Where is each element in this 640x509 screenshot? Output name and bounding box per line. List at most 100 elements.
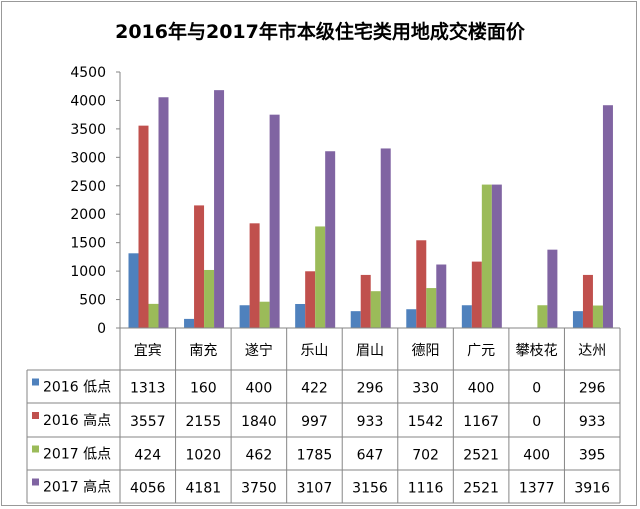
table-cell: 0 bbox=[532, 381, 541, 397]
bar-1-乐山 bbox=[295, 303, 306, 328]
bar-3-眉山 bbox=[370, 291, 381, 328]
bar-3-达州 bbox=[592, 305, 603, 328]
bar-3-宜宾 bbox=[148, 303, 159, 328]
table-cell: 330 bbox=[412, 381, 439, 397]
category-label: 攀枝花 bbox=[516, 343, 558, 359]
bar-4-达州 bbox=[602, 105, 613, 328]
y-tick-label: 2500 bbox=[70, 179, 106, 195]
bar-3-广元 bbox=[481, 184, 492, 328]
bar-1-达州 bbox=[572, 311, 583, 328]
bar-4-眉山 bbox=[380, 148, 391, 328]
table-cell: 462 bbox=[246, 448, 273, 464]
table-cell: 3750 bbox=[241, 481, 277, 497]
bar-2-广元 bbox=[471, 261, 482, 328]
bar-4-乐山 bbox=[325, 151, 336, 328]
category-label: 德阳 bbox=[412, 343, 440, 359]
y-tick-label: 3500 bbox=[70, 122, 106, 138]
table-cell: 2521 bbox=[463, 481, 499, 497]
table-cell: 3156 bbox=[352, 481, 388, 497]
y-tick-label: 500 bbox=[79, 293, 106, 309]
chart-title: 2016年与2017年市本级住宅类用地成交楼面价 bbox=[115, 21, 525, 43]
bar-2-达州 bbox=[582, 274, 593, 328]
table-cell: 296 bbox=[579, 381, 606, 397]
table-cell: 3107 bbox=[297, 481, 333, 497]
bar-4-遂宁 bbox=[269, 114, 280, 329]
category-label: 乐山 bbox=[300, 343, 328, 359]
table-cell: 2521 bbox=[463, 448, 499, 464]
table-cell: 647 bbox=[357, 448, 384, 464]
bar-1-遂宁 bbox=[239, 305, 250, 328]
bar-2-宜宾 bbox=[138, 125, 149, 328]
bar-3-攀枝花 bbox=[537, 305, 548, 328]
legend-label: 2016 低点 bbox=[43, 380, 111, 396]
bar-1-广元 bbox=[461, 305, 472, 328]
y-tick-label: 3000 bbox=[70, 150, 106, 166]
table-cell: 933 bbox=[579, 414, 606, 430]
legend-label: 2016 高点 bbox=[43, 412, 111, 429]
table-cell: 933 bbox=[357, 414, 384, 430]
category-label: 达州 bbox=[578, 343, 606, 359]
table-cell: 1840 bbox=[241, 414, 277, 430]
category-label: 南充 bbox=[189, 343, 217, 359]
y-tick-label: 1500 bbox=[70, 236, 106, 252]
y-tick-label: 4500 bbox=[70, 65, 106, 81]
category-label: 广元 bbox=[467, 343, 495, 359]
y-tick-label: 0 bbox=[97, 321, 106, 337]
legend-label: 2017 低点 bbox=[43, 447, 111, 463]
table-cell: 3557 bbox=[130, 414, 166, 430]
bar-4-广元 bbox=[491, 184, 502, 328]
legend-key-4 bbox=[32, 478, 39, 486]
table-cell: 4056 bbox=[130, 481, 166, 497]
table-cell: 1785 bbox=[297, 448, 333, 464]
bar-3-德阳 bbox=[426, 288, 437, 328]
table-cell: 400 bbox=[246, 381, 273, 397]
bar-2-南充 bbox=[194, 205, 205, 328]
table-cell: 296 bbox=[357, 381, 384, 397]
table-cell: 400 bbox=[468, 381, 495, 397]
bar-1-宜宾 bbox=[128, 253, 139, 328]
table-cell: 160 bbox=[190, 381, 217, 397]
bar-4-攀枝花 bbox=[547, 249, 558, 328]
bar-4-宜宾 bbox=[158, 97, 169, 328]
table-cell: 4181 bbox=[186, 481, 222, 497]
table-cell: 1020 bbox=[186, 448, 222, 464]
bar-1-德阳 bbox=[406, 309, 417, 328]
legend-key-1 bbox=[32, 378, 39, 386]
table-cell: 422 bbox=[301, 381, 328, 397]
table-cell: 1542 bbox=[408, 414, 444, 430]
table-cell: 1167 bbox=[463, 414, 499, 430]
table-cell: 702 bbox=[412, 448, 439, 464]
y-tick-label: 2000 bbox=[70, 207, 106, 223]
table-cell: 997 bbox=[301, 414, 328, 430]
category-label: 宜宾 bbox=[134, 343, 162, 359]
bar-2-遂宁 bbox=[249, 223, 260, 328]
legend-key-2 bbox=[32, 412, 39, 419]
bar-4-德阳 bbox=[436, 264, 447, 328]
y-tick-label: 1000 bbox=[70, 264, 106, 280]
table-cell: 1116 bbox=[408, 481, 444, 497]
legend-label: 2017 高点 bbox=[43, 479, 111, 496]
bar-4-南充 bbox=[214, 90, 225, 328]
table-cell: 400 bbox=[523, 448, 550, 464]
table-cell: 395 bbox=[579, 448, 606, 464]
bar-2-乐山 bbox=[305, 271, 316, 328]
bar-2-德阳 bbox=[416, 240, 427, 328]
category-label: 眉山 bbox=[356, 343, 384, 359]
table-cell: 2155 bbox=[186, 414, 222, 430]
table-cell: 0 bbox=[532, 414, 541, 430]
bar-1-南充 bbox=[184, 318, 195, 328]
table-cell: 1313 bbox=[130, 381, 166, 397]
table-cell: 424 bbox=[134, 448, 161, 464]
bar-3-乐山 bbox=[315, 226, 326, 328]
table-cell: 3916 bbox=[574, 481, 610, 497]
category-label: 遂宁 bbox=[245, 342, 273, 359]
bar-2-眉山 bbox=[360, 274, 371, 328]
bar-1-眉山 bbox=[350, 311, 361, 328]
bar-3-南充 bbox=[204, 269, 215, 328]
bar-3-遂宁 bbox=[259, 301, 270, 328]
table-cell: 1377 bbox=[519, 481, 555, 497]
legend-key-3 bbox=[32, 445, 39, 453]
